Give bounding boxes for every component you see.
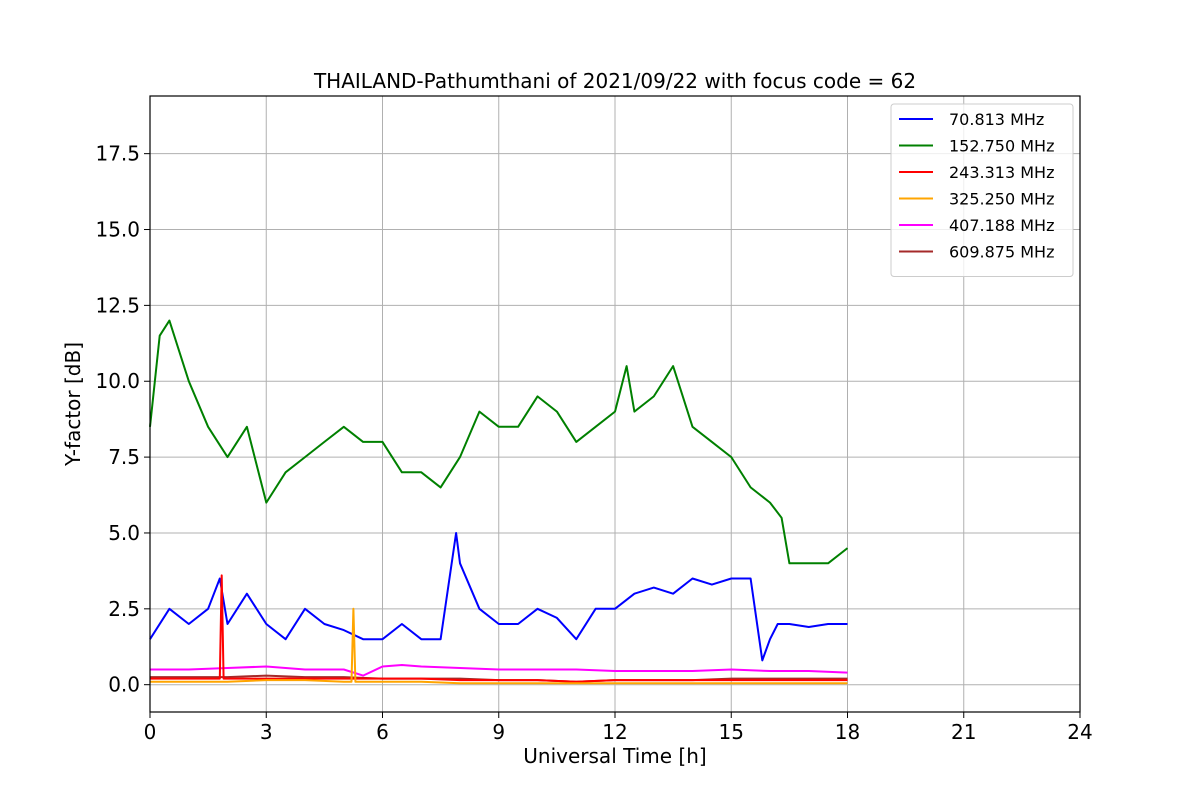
legend-label: 325.250 MHz [949, 190, 1054, 209]
x-tick-label: 24 [1067, 720, 1092, 744]
x-tick-label: 15 [719, 720, 744, 744]
series-line [150, 664, 848, 677]
legend-label: 407.188 MHz [949, 216, 1054, 235]
series-line [149, 319, 849, 565]
x-tick-label: 12 [602, 720, 627, 744]
x-tick-label: 18 [835, 720, 860, 744]
y-tick-label: 15.0 [95, 218, 140, 242]
x-axis-label: Universal Time [h] [523, 744, 706, 768]
y-axis-label: Y-factor [dB] [61, 342, 85, 467]
series-line [149, 532, 848, 662]
x-tick-label: 3 [260, 720, 273, 744]
legend-label: 152.750 MHz [949, 137, 1054, 156]
series-line [150, 607, 848, 685]
x-tick-label: 21 [951, 720, 976, 744]
chart-title: THAILAND-Pathumthani of 2021/09/22 with … [313, 69, 916, 93]
legend-box [890, 103, 1074, 277]
legend: 70.813 MHz 152.750 MHz 243.313 MHz 325.250 … [890, 103, 1074, 277]
y-tick-label: 10.0 [95, 369, 140, 393]
legend-label: 70.813 MHz [949, 110, 1044, 129]
y-tick-label: 0.0 [108, 673, 140, 697]
y-tick-label: 7.5 [108, 445, 140, 469]
legend-label: 243.313 MHz [949, 163, 1054, 182]
y-tick-label: 2.5 [108, 597, 140, 621]
ticks: 0 3 6 9 12 15 18 21 24 0.0 2.5 5.0 7.5 10.0 12.5 15.0 17… [95, 142, 1092, 744]
x-tick-label: 0 [144, 720, 157, 744]
y-tick-label: 12.5 [95, 293, 140, 317]
y-tick-label: 5.0 [108, 521, 140, 545]
x-tick-label: 6 [376, 720, 389, 744]
y-tick-label: 17.5 [95, 142, 140, 166]
series-lines [149, 319, 849, 685]
legend-label: 609.875 MHz [949, 243, 1054, 262]
series-line [150, 574, 848, 683]
x-tick-label: 9 [492, 720, 505, 744]
